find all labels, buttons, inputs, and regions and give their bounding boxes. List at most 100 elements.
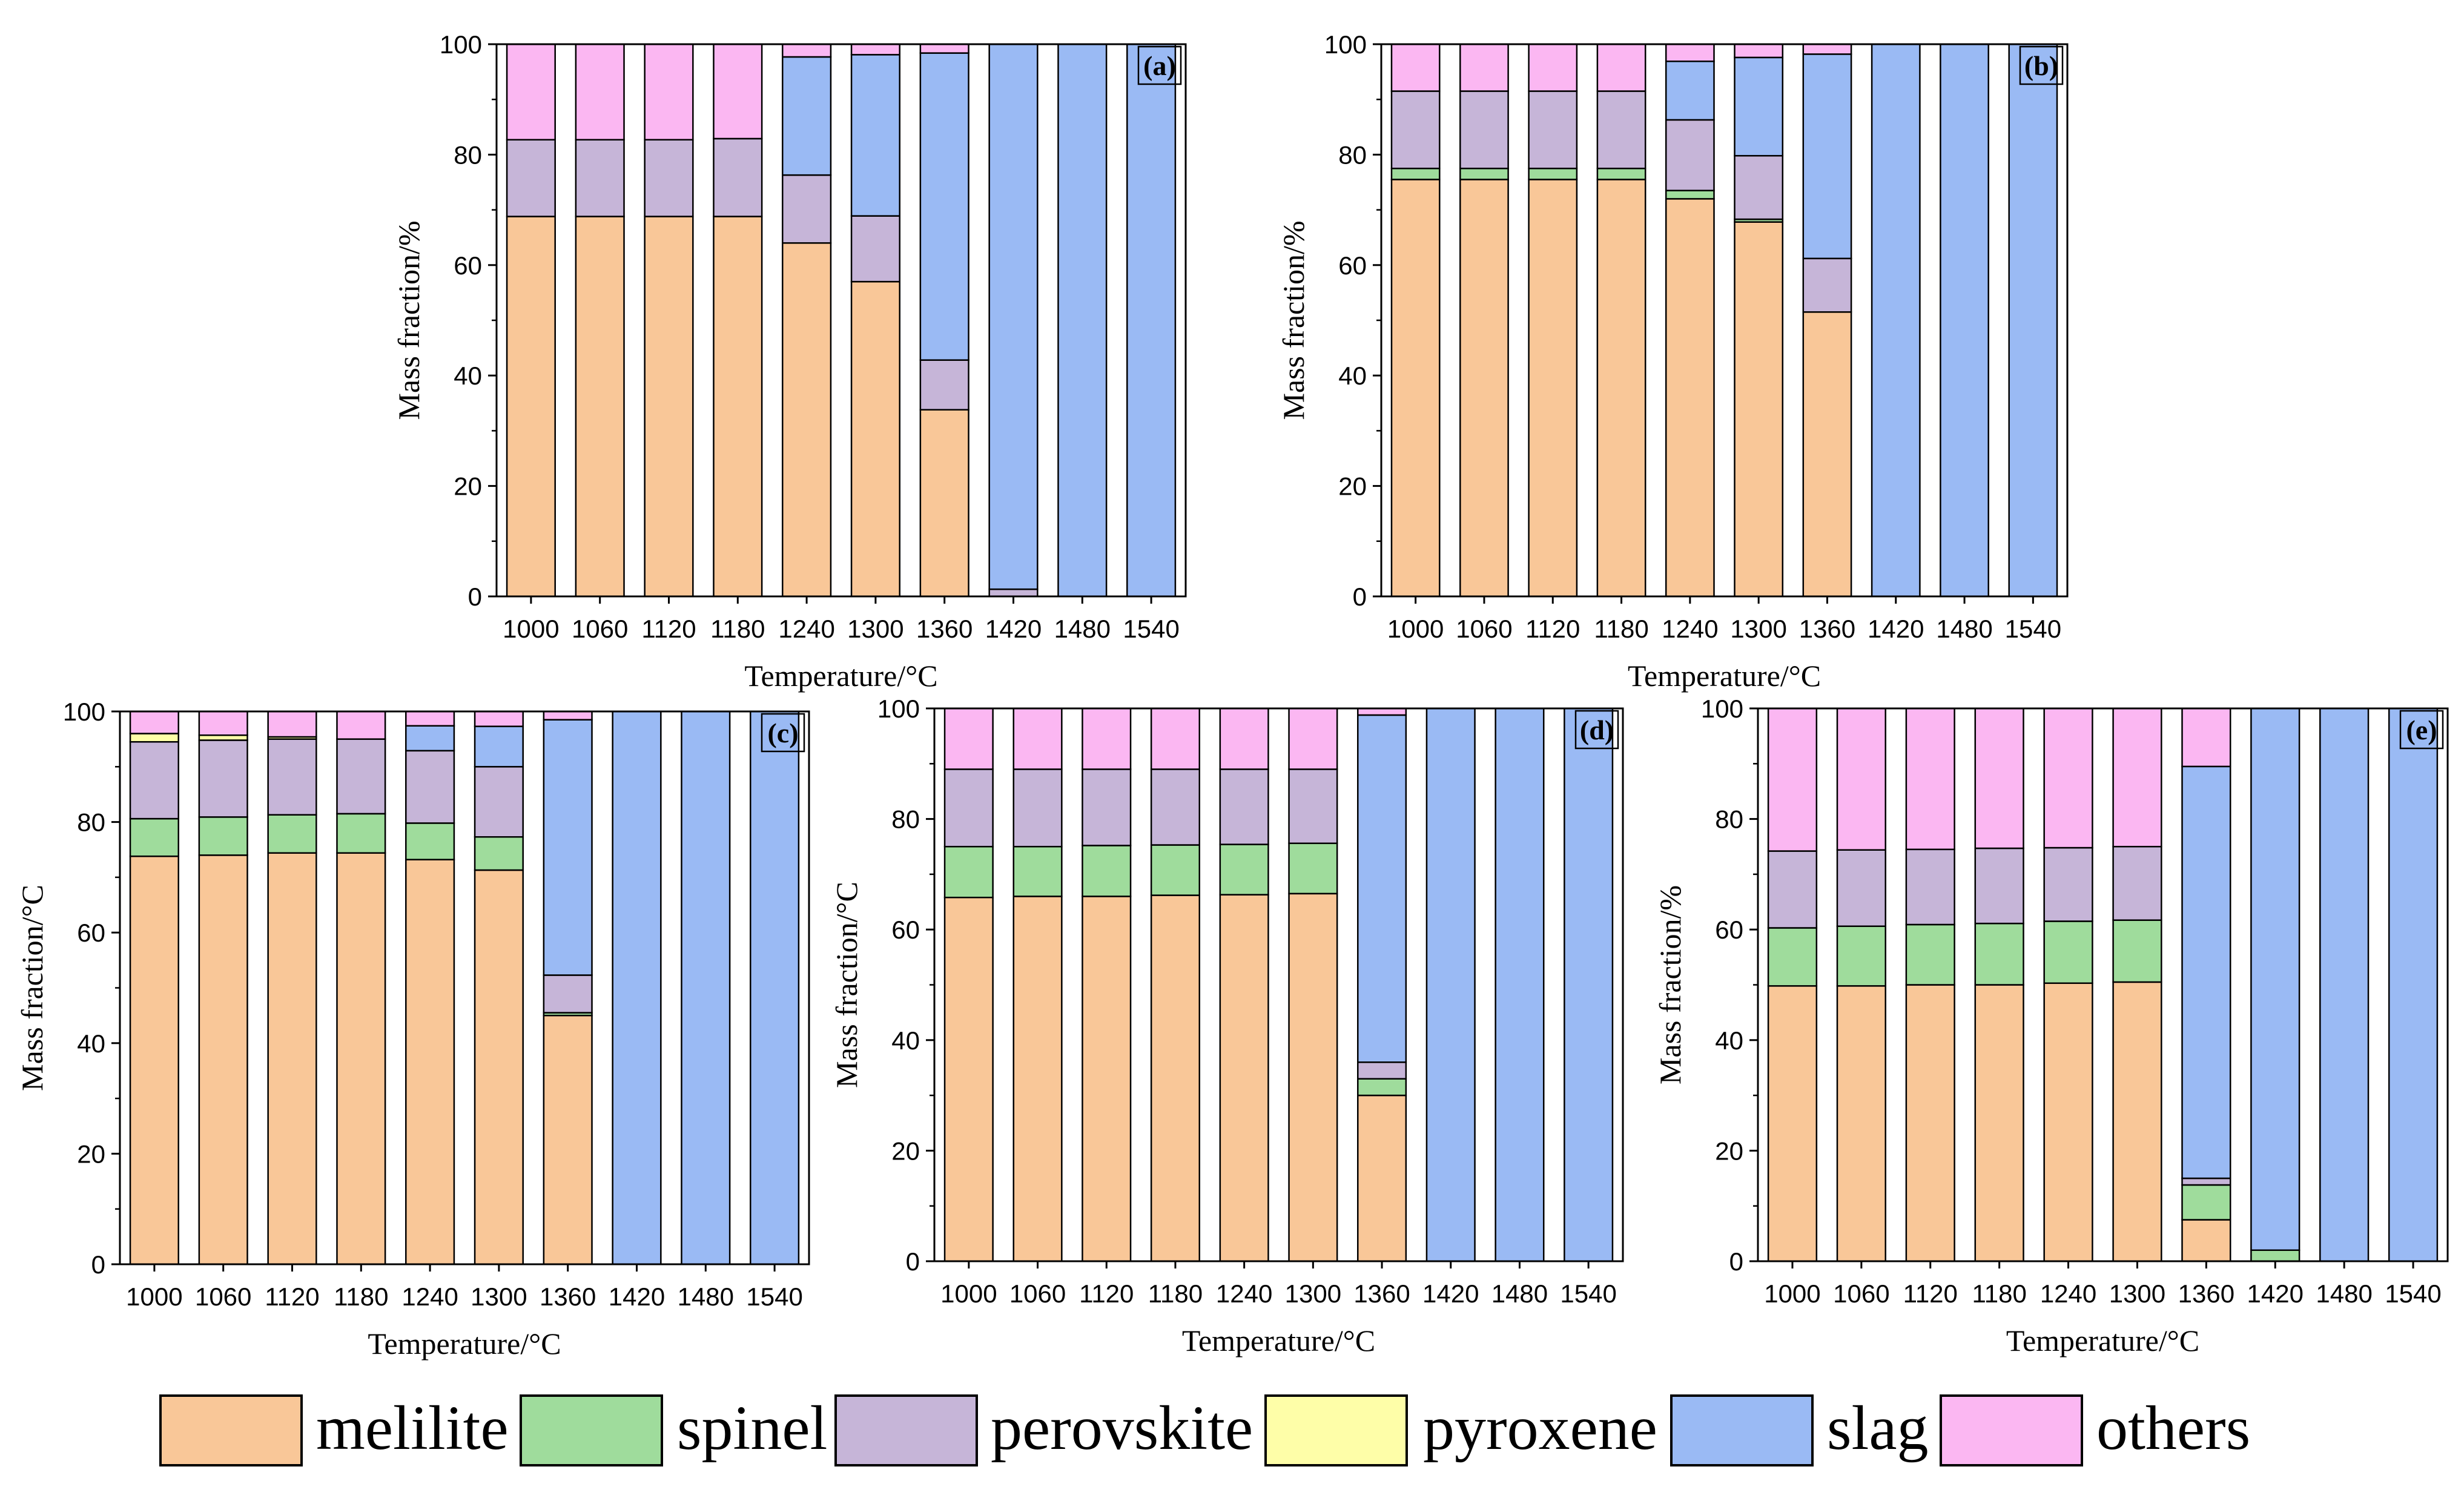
x-tick-label: 1300 [471, 1282, 527, 1311]
bar-segment-slag [850, 54, 900, 217]
chart-panel: 0 20 40 60 80 100 1000 1060 1120 1180 1240 1300 1360… [1277, 30, 2069, 693]
bar-segment-others [1665, 43, 1715, 62]
y-tick-label: 20 [1715, 1136, 1743, 1165]
bar-segment-perovskite [1459, 90, 1509, 170]
y-tick-label: 0 [906, 1247, 920, 1276]
bar-segment-melilite [1150, 894, 1200, 1262]
bar-segment-melilite [1802, 311, 1852, 598]
bar-segment-melilite [2181, 1219, 2231, 1262]
bar-segment-others [713, 43, 763, 140]
bar-segment-spinel [1288, 842, 1338, 895]
panel-label: (b) [2024, 50, 2058, 81]
bar-segment-others [1734, 43, 1784, 59]
bar-segment-others [1288, 707, 1338, 770]
bar-segment-others [1802, 43, 1852, 55]
panel-label-box [1137, 45, 1182, 85]
legend-swatch-pyroxene [1264, 1394, 1408, 1466]
x-tick-label: 1300 [1730, 615, 1786, 643]
bar-segment-others [474, 710, 524, 727]
chart-panel: 0 20 40 60 80 100 1000 1060 1120 1180 1240 1300 1360… [392, 30, 1187, 693]
x-tick-label: 1180 [1148, 1279, 1203, 1308]
y-tick-label: 60 [454, 251, 482, 280]
y-tick-label: 100 [1324, 30, 1367, 59]
bar-segment-melilite [1357, 1094, 1407, 1262]
bar-segment-perovskite [198, 739, 248, 818]
x-axis-title: Temperature/°C [744, 659, 937, 693]
bar-segment-melilite [713, 216, 763, 598]
y-axis-title: Mass fraction/% [1277, 220, 1310, 420]
bar-segment-spinel [1219, 843, 1269, 896]
panel-label: (c) [767, 718, 798, 748]
bar-segment-others [336, 710, 386, 740]
bar-segment-slag [543, 719, 593, 976]
y-tick-label: 100 [63, 698, 105, 726]
bar-segment-others [1219, 707, 1269, 770]
bar-segment-perovskite [1974, 847, 2024, 925]
y-tick-label: 60 [891, 915, 920, 944]
bar-segment-others [919, 43, 969, 54]
bar-segment-melilite [1905, 984, 1955, 1262]
x-tick-label: 1360 [540, 1282, 596, 1311]
bar-segment-perovskite [1150, 768, 1200, 846]
x-tick-label: 1480 [2316, 1279, 2372, 1308]
y-tick-label: 20 [77, 1140, 105, 1168]
x-tick-label: 1000 [503, 615, 559, 643]
bar-segment-others [1836, 707, 1886, 851]
bar-segment-others [1150, 707, 1200, 770]
y-tick-label: 40 [1715, 1026, 1743, 1055]
bar-segment-perovskite [1596, 90, 1647, 170]
y-tick-label: 20 [1338, 472, 1367, 501]
bar-segment-spinel [1974, 922, 2024, 986]
bar-segment-perovskite [129, 741, 179, 820]
bar-segment-spinel [2112, 919, 2162, 983]
x-tick-label: 1240 [778, 615, 834, 643]
bar-segment-others [1459, 43, 1509, 92]
x-tick-label: 1180 [710, 615, 765, 643]
x-tick-label: 1300 [847, 615, 903, 643]
bar-segment-others [1974, 707, 2024, 849]
bar-segment-perovskite [1802, 257, 1852, 313]
bar-segment-melilite [1767, 985, 1818, 1262]
bar-segment-melilite [198, 854, 248, 1265]
bar-segment-slag [1495, 707, 1545, 1262]
bar-segment-melilite [267, 852, 317, 1265]
chart-panel: 0 20 40 60 80 100 1000 1060 1120 1180 1240 1300 1360… [1653, 694, 2449, 1357]
bar-segment-perovskite [943, 768, 994, 848]
panel-label: (a) [1143, 50, 1176, 81]
bar-segment-perovskite [267, 738, 317, 816]
bar-segment-perovskite [405, 750, 455, 824]
bar-segment-others [506, 43, 556, 141]
bar-segment-perovskite [1390, 90, 1441, 170]
bar-segment-slag [1564, 707, 1614, 1262]
panel-label-box [761, 713, 805, 753]
bar-segment-perovskite [919, 359, 969, 411]
bar-segment-spinel [129, 817, 179, 857]
bar-segment-spinel [1767, 927, 1818, 987]
legend-label-pyroxene: pyroxene [1423, 1393, 1657, 1463]
legend-swatch-others [1940, 1394, 2083, 1466]
bar-segment-spinel [474, 836, 524, 871]
bar-segment-others [1357, 707, 1407, 716]
y-tick-label: 20 [454, 472, 482, 501]
y-tick-label: 60 [1715, 915, 1743, 944]
bar-segment-spinel [1836, 925, 1886, 987]
bar-segment-slag [1665, 61, 1715, 121]
bar-segment-others [1390, 43, 1441, 92]
bar-segment-melilite [543, 1014, 593, 1265]
x-axis-title: Temperature/°C [368, 1327, 561, 1361]
bar-segment-others [405, 710, 455, 727]
x-tick-label: 1540 [1123, 615, 1179, 643]
x-tick-label: 1120 [641, 615, 696, 643]
bar-segment-melilite [1390, 179, 1441, 598]
bar-segment-others [543, 710, 593, 721]
x-tick-label: 1480 [1491, 1279, 1548, 1308]
legend-label-slag: slag [1827, 1393, 1929, 1463]
bar-segment-perovskite [1767, 850, 1818, 929]
bar-segment-spinel [198, 816, 248, 856]
bar-segment-perovskite [1288, 768, 1338, 845]
x-tick-label: 1540 [746, 1282, 802, 1311]
x-tick-label: 1420 [1868, 615, 1924, 643]
bar-segment-perovskite [988, 588, 1039, 598]
y-tick-label: 80 [1338, 140, 1367, 169]
bar-segment-others [1082, 707, 1132, 770]
